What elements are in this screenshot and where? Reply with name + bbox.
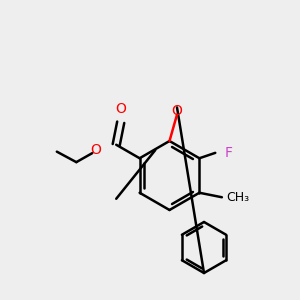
Text: O: O [90, 143, 101, 157]
Text: O: O [172, 104, 182, 118]
Text: F: F [225, 146, 233, 160]
Text: O: O [115, 102, 126, 116]
Text: CH₃: CH₃ [226, 191, 250, 204]
